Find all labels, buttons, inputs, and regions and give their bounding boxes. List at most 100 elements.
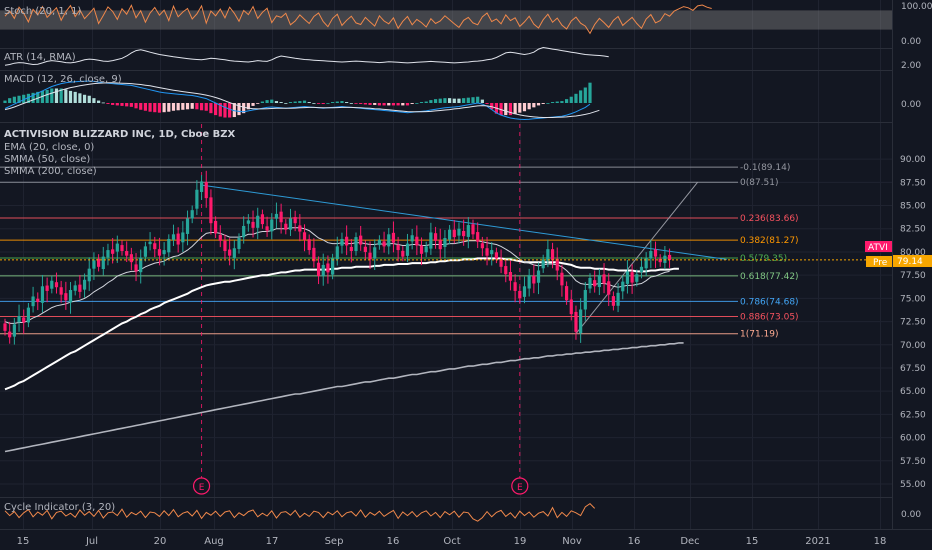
candle-body[interactable] xyxy=(237,238,241,249)
candle-body[interactable] xyxy=(644,258,648,269)
candle-body[interactable] xyxy=(232,248,236,258)
candle-body[interactable] xyxy=(546,249,550,261)
candle-body[interactable] xyxy=(405,243,410,256)
candle-body[interactable] xyxy=(607,281,611,295)
candle-body[interactable] xyxy=(246,220,250,224)
candle-body[interactable] xyxy=(616,292,620,306)
candle-body[interactable] xyxy=(214,220,218,234)
candle-body[interactable] xyxy=(583,290,587,310)
candle-body[interactable] xyxy=(621,281,625,292)
candle-body[interactable] xyxy=(181,232,185,243)
candle-body[interactable] xyxy=(635,274,639,282)
candle-body[interactable] xyxy=(653,249,658,257)
candle-body[interactable] xyxy=(167,238,171,253)
candle-body[interactable] xyxy=(443,238,447,247)
candle-body[interactable] xyxy=(457,228,461,236)
candle-body[interactable] xyxy=(513,282,517,291)
candle-body[interactable] xyxy=(555,258,559,271)
candle-body[interactable] xyxy=(78,284,82,292)
candle-body[interactable] xyxy=(190,210,194,219)
candle-body[interactable] xyxy=(260,214,264,225)
candle-body[interactable] xyxy=(284,223,288,230)
candle-body[interactable] xyxy=(204,182,208,199)
candle-body[interactable] xyxy=(588,277,592,289)
candle-body[interactable] xyxy=(471,224,475,235)
candle-body[interactable] xyxy=(125,251,129,256)
candle-body[interactable] xyxy=(569,299,573,315)
candle-body[interactable] xyxy=(597,275,601,288)
candles[interactable] xyxy=(3,170,672,345)
candle-body[interactable] xyxy=(82,279,87,290)
candle-body[interactable] xyxy=(480,243,484,249)
time-axis-ticks[interactable]: 15 Jul 20 Aug 17 Sep 16 Oct 19 Nov 16 Dec 15 2021 18 xyxy=(17,536,887,547)
candle-body[interactable] xyxy=(667,254,672,260)
candle-body[interactable] xyxy=(228,249,232,256)
candle-body[interactable] xyxy=(31,296,35,307)
candle-body[interactable] xyxy=(279,211,283,223)
candle-body[interactable] xyxy=(97,258,101,267)
candle-body[interactable] xyxy=(64,293,68,301)
candle-body[interactable] xyxy=(157,249,162,256)
candle-body[interactable] xyxy=(148,241,152,245)
candle-body[interactable] xyxy=(574,311,578,332)
candle-body[interactable] xyxy=(321,264,325,277)
candle-body[interactable] xyxy=(354,237,358,252)
trendline[interactable] xyxy=(201,184,727,260)
candle-body[interactable] xyxy=(195,189,199,209)
candle-body[interactable] xyxy=(377,239,381,246)
candle-body[interactable] xyxy=(359,235,363,245)
candle-body[interactable] xyxy=(199,181,204,192)
candle-body[interactable] xyxy=(663,255,667,263)
candle-body[interactable] xyxy=(522,286,527,297)
candle-body[interactable] xyxy=(134,264,138,272)
candle-body[interactable] xyxy=(101,256,105,270)
stoch-pane[interactable]: Stoch (20, 1, 1) 100.00 0.00 xyxy=(0,2,932,47)
candle-body[interactable] xyxy=(307,239,311,251)
candle-body[interactable] xyxy=(162,250,166,255)
candle-body[interactable] xyxy=(143,246,147,257)
candle-body[interactable] xyxy=(312,247,316,262)
candle-body[interactable] xyxy=(438,240,442,250)
candle-body[interactable] xyxy=(382,241,386,247)
candle-body[interactable] xyxy=(368,252,372,260)
candle-body[interactable] xyxy=(387,234,391,247)
candle-body[interactable] xyxy=(73,285,77,291)
candle-body[interactable] xyxy=(316,262,321,277)
candle-body[interactable] xyxy=(499,259,503,267)
candle-body[interactable] xyxy=(3,323,7,331)
candle-body[interactable] xyxy=(541,259,545,269)
candle-body[interactable] xyxy=(466,225,470,237)
candle-body[interactable] xyxy=(410,235,414,242)
candle-body[interactable] xyxy=(298,225,302,232)
candle-body[interactable] xyxy=(508,272,513,281)
candle-body[interactable] xyxy=(532,275,536,284)
candle-body[interactable] xyxy=(639,266,644,272)
candle-body[interactable] xyxy=(22,317,26,323)
candle-body[interactable] xyxy=(593,280,597,287)
candle-body[interactable] xyxy=(550,249,555,261)
candle-body[interactable] xyxy=(485,248,489,256)
candle-body[interactable] xyxy=(120,245,124,252)
candle-body[interactable] xyxy=(256,215,260,228)
macd-pane[interactable]: MACD (12, 26, close, 9) 0.00 xyxy=(3,74,921,121)
candle-body[interactable] xyxy=(490,250,494,255)
candle-body[interactable] xyxy=(176,233,180,245)
cycle-pane[interactable]: Cycle Indicator (3, 20) 0.00 xyxy=(4,502,921,522)
candle-body[interactable] xyxy=(115,243,119,252)
earnings-marker[interactable] xyxy=(511,477,529,495)
candle-body[interactable] xyxy=(40,286,45,303)
candle-body[interactable] xyxy=(54,282,59,288)
candle-body[interactable] xyxy=(171,234,176,240)
candle-body[interactable] xyxy=(401,250,405,257)
candle-body[interactable] xyxy=(433,233,438,241)
fib-anchor-line[interactable] xyxy=(575,181,699,335)
candle-body[interactable] xyxy=(68,290,73,303)
candle-body[interactable] xyxy=(518,290,522,299)
earnings-marker[interactable] xyxy=(192,477,211,495)
candle-body[interactable] xyxy=(448,229,452,240)
candle-body[interactable] xyxy=(419,245,424,254)
candle-body[interactable] xyxy=(326,263,330,273)
candle-body[interactable] xyxy=(139,257,143,273)
candle-body[interactable] xyxy=(494,252,498,259)
candle-body[interactable] xyxy=(579,309,583,334)
